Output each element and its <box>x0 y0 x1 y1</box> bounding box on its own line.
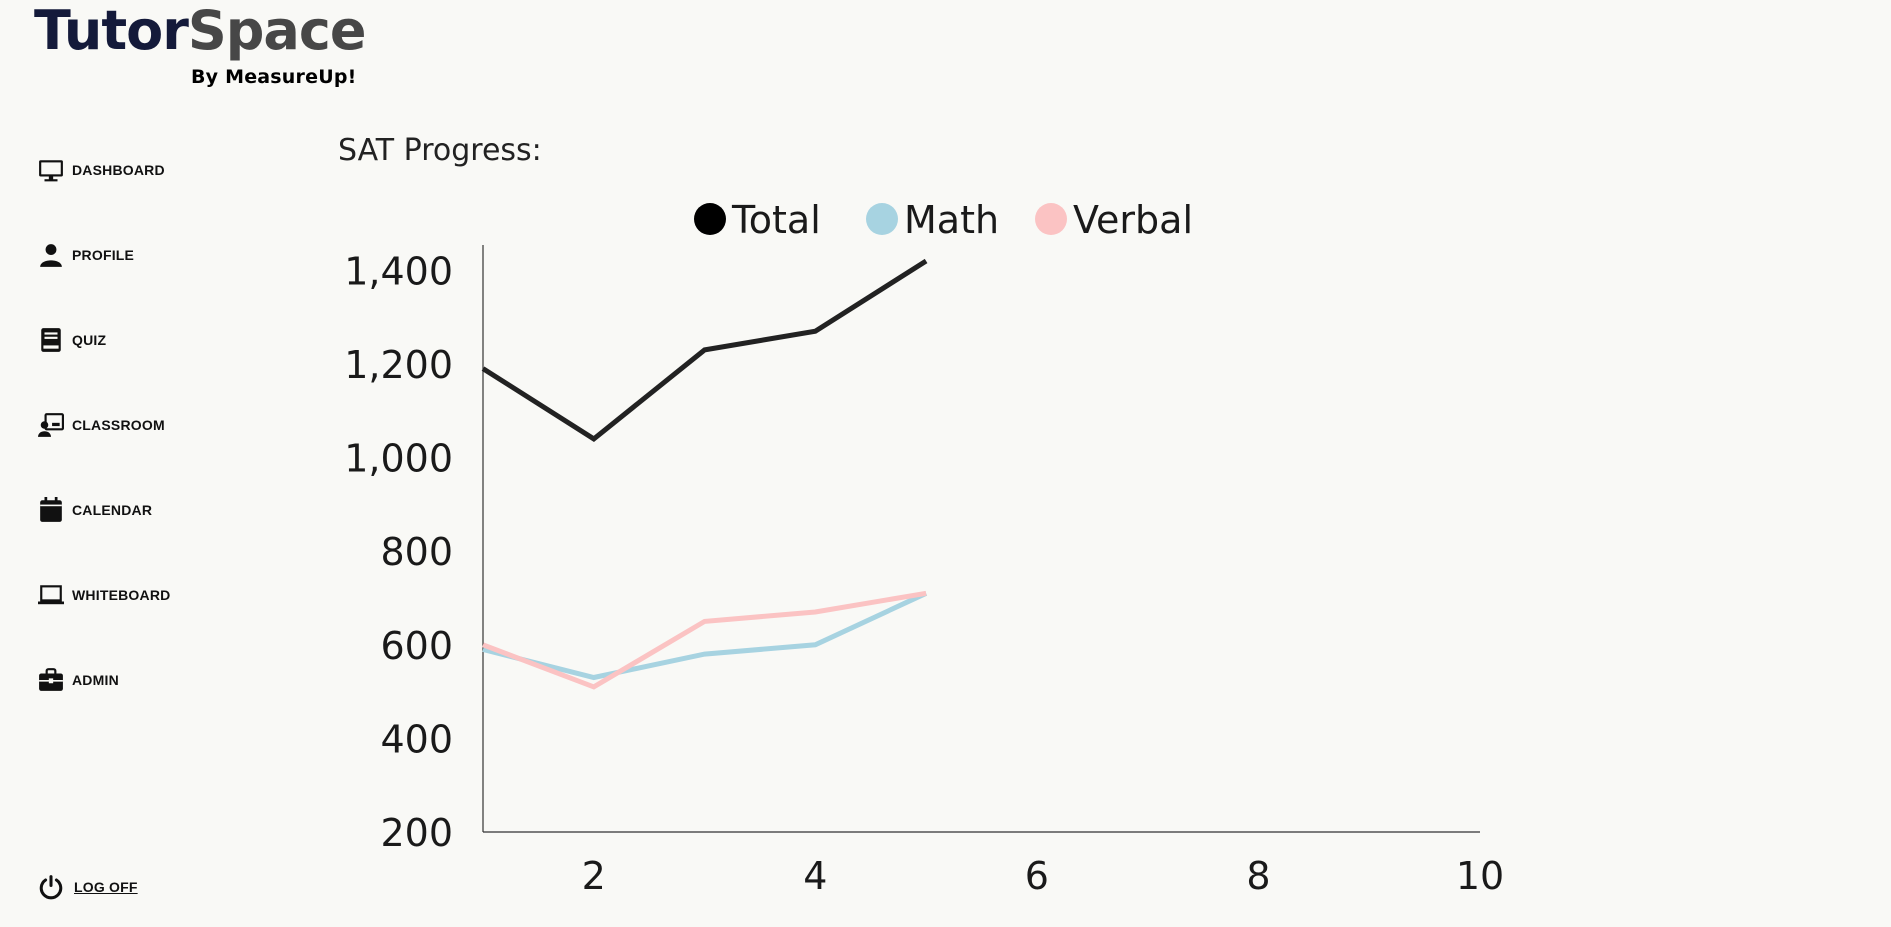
logoff-link[interactable]: LOG OFF <box>74 879 138 895</box>
calendar-icon <box>38 497 64 523</box>
legend-marker-total <box>694 203 726 235</box>
y-tick-label: 400 <box>380 717 453 761</box>
series-line-verbal <box>482 590 927 690</box>
laptop-icon <box>38 582 64 608</box>
book-icon <box>38 327 64 353</box>
monitor-icon <box>38 157 64 183</box>
legend-marker-math <box>866 203 898 235</box>
sidebar-item-quiz[interactable]: QUIZ <box>38 325 106 355</box>
sidebar-item-label: DASHBOARD <box>72 162 165 178</box>
legend-label-math: Math <box>904 198 999 242</box>
sidebar-item-dashboard[interactable]: DASHBOARD <box>38 155 165 185</box>
sidebar-item-label: CALENDAR <box>72 502 153 518</box>
y-tick-label: 1,000 <box>344 437 453 481</box>
y-tick-label: 800 <box>380 530 453 574</box>
person-icon <box>38 242 64 268</box>
app-logo: TutorSpace By MeasureUp! <box>34 0 367 95</box>
power-icon <box>38 874 64 900</box>
x-tick-label: 2 <box>582 854 606 898</box>
briefcase-icon <box>38 667 64 693</box>
series-line-total <box>481 258 928 442</box>
legend-marker-verbal <box>1035 203 1067 235</box>
y-tick-label: 1,400 <box>344 249 453 293</box>
y-tick-label: 600 <box>380 624 453 668</box>
y-tick-label: 200 <box>380 811 453 855</box>
sidebar-item-whiteboard[interactable]: WHITEBOARD <box>38 580 170 610</box>
y-tick-label: 1,200 <box>344 343 453 387</box>
x-tick-label: 10 <box>1456 854 1504 898</box>
sidebar-item-admin[interactable]: ADMIN <box>38 665 119 695</box>
logo-text-tutor: Tutor <box>34 0 189 62</box>
sidebar-item-calendar[interactable]: CALENDAR <box>38 495 152 525</box>
page-title: SAT Progress: <box>338 133 542 168</box>
logo-subtitle: By MeasureUp! <box>191 66 357 88</box>
logo-wordmark: TutorSpace <box>34 0 367 62</box>
logoff-button[interactable]: LOG OFF <box>38 872 138 902</box>
sidebar-item-label: WHITEBOARD <box>72 587 171 603</box>
legend-label-total: Total <box>731 198 821 242</box>
sidebar-nav: DASHBOARD PROFILE QUIZ CLASSROOM CALENDA… <box>0 0 300 927</box>
legend-label-verbal: Verbal <box>1073 198 1193 242</box>
sat-progress-chart: 200 400 600 800 1,000 1,200 1,400 2 4 6 8 10 Total Ma… <box>330 185 1530 927</box>
series-line-math <box>482 591 928 681</box>
sidebar-item-label: CLASSROOM <box>72 417 165 433</box>
sidebar-item-label: PROFILE <box>72 247 135 263</box>
chart-svg: 200 400 600 800 1,000 1,200 1,400 2 4 6 8 10 Total Ma… <box>344 198 1504 898</box>
sidebar-item-label: QUIZ <box>72 332 107 348</box>
x-tick-label: 6 <box>1025 854 1049 898</box>
logo-text-space: Space <box>187 0 367 62</box>
sidebar-item-profile[interactable]: PROFILE <box>38 240 134 270</box>
x-tick-label: 8 <box>1246 854 1270 898</box>
sidebar-item-label: ADMIN <box>72 672 119 688</box>
x-tick-label: 4 <box>803 854 827 898</box>
classroom-icon <box>38 412 64 438</box>
sidebar-item-classroom[interactable]: CLASSROOM <box>38 410 165 440</box>
